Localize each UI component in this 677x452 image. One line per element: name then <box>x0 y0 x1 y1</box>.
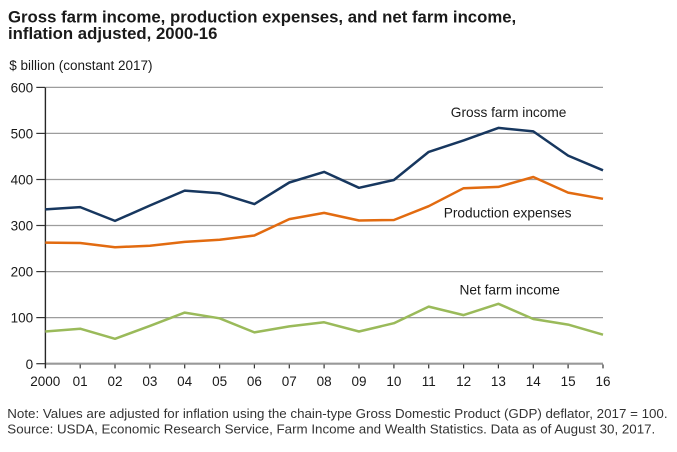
svg-text:Net farm income: Net farm income <box>460 282 560 297</box>
svg-text:10: 10 <box>386 374 401 389</box>
svg-text:11: 11 <box>422 374 436 389</box>
svg-text:13: 13 <box>491 374 506 389</box>
svg-text:09: 09 <box>351 374 366 389</box>
svg-text:Production expenses: Production expenses <box>444 206 572 221</box>
svg-text:500: 500 <box>11 127 34 142</box>
svg-text:inflation adjusted, 2000-16: inflation adjusted, 2000-16 <box>8 24 217 43</box>
svg-text:01: 01 <box>73 374 88 389</box>
svg-text:$ billion (constant 2017): $ billion (constant 2017) <box>9 58 152 73</box>
svg-text:12: 12 <box>456 374 471 389</box>
svg-text:200: 200 <box>11 265 34 280</box>
svg-text:03: 03 <box>142 374 157 389</box>
svg-text:06: 06 <box>247 374 262 389</box>
svg-text:05: 05 <box>212 374 227 389</box>
svg-text:2000: 2000 <box>30 374 60 389</box>
svg-text:600: 600 <box>11 81 34 96</box>
svg-text:16: 16 <box>595 374 610 389</box>
svg-text:400: 400 <box>11 173 34 188</box>
svg-text:Gross farm income, production: Gross farm income, production expenses, … <box>8 7 516 26</box>
svg-text:14: 14 <box>526 374 542 389</box>
svg-text:07: 07 <box>282 374 297 389</box>
svg-text:15: 15 <box>561 374 576 389</box>
svg-text:Gross farm income: Gross farm income <box>451 105 567 120</box>
svg-text:100: 100 <box>11 311 34 326</box>
svg-text:Source: USDA, Economic Researc: Source: USDA, Economic Research Service,… <box>7 422 655 437</box>
svg-text:04: 04 <box>177 374 193 389</box>
svg-text:0: 0 <box>26 357 34 372</box>
svg-text:300: 300 <box>11 219 34 234</box>
svg-text:Note: Values are adjusted for: Note: Values are adjusted for inflation … <box>7 406 667 421</box>
svg-text:08: 08 <box>317 374 332 389</box>
svg-text:02: 02 <box>107 374 122 389</box>
